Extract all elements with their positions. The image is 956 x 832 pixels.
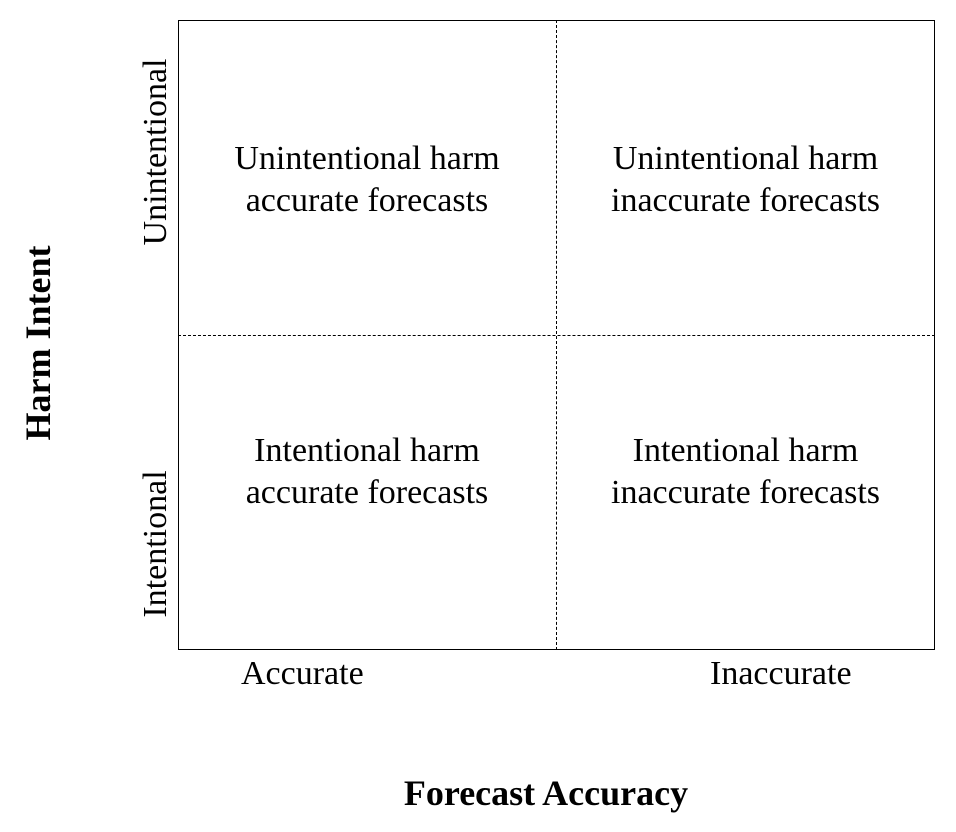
y-axis-title: Harm Intent <box>18 245 58 441</box>
quadrant-top-left-line1: Unintentional harm <box>234 140 500 177</box>
quadrant-top-right-line2: inaccurate forecasts <box>611 182 880 219</box>
quadrant-top-left-line2: accurate forecasts <box>245 182 489 219</box>
quadrant-top-right: Unintentional harm inaccurate forecasts <box>556 138 935 222</box>
quadrant-top-right-line1: Unintentional harm <box>612 140 879 177</box>
y-tick-intentional: Intentional <box>137 470 174 618</box>
y-tick-unintentional: Unintentional <box>137 58 174 246</box>
quadrant-bottom-right-line2: inaccurate forecasts <box>611 474 880 511</box>
quadrant-top-left: Unintentional harm accurate forecasts <box>178 138 556 222</box>
x-tick-inaccurate: Inaccurate <box>710 655 852 692</box>
quadrant-bottom-left: Intentional harm accurate forecasts <box>178 430 556 514</box>
x-axis-title: Forecast Accuracy <box>403 773 689 813</box>
quadrant-bottom-right: Intentional harm inaccurate forecasts <box>556 430 935 514</box>
x-tick-accurate: Accurate <box>241 655 364 692</box>
quadrant-bottom-right-line1: Intentional harm <box>632 432 859 469</box>
horizontal-divider <box>178 335 935 336</box>
quadrant-bottom-left-line1: Intentional harm <box>254 432 480 469</box>
quadrant-bottom-left-line2: accurate forecasts <box>245 474 489 511</box>
